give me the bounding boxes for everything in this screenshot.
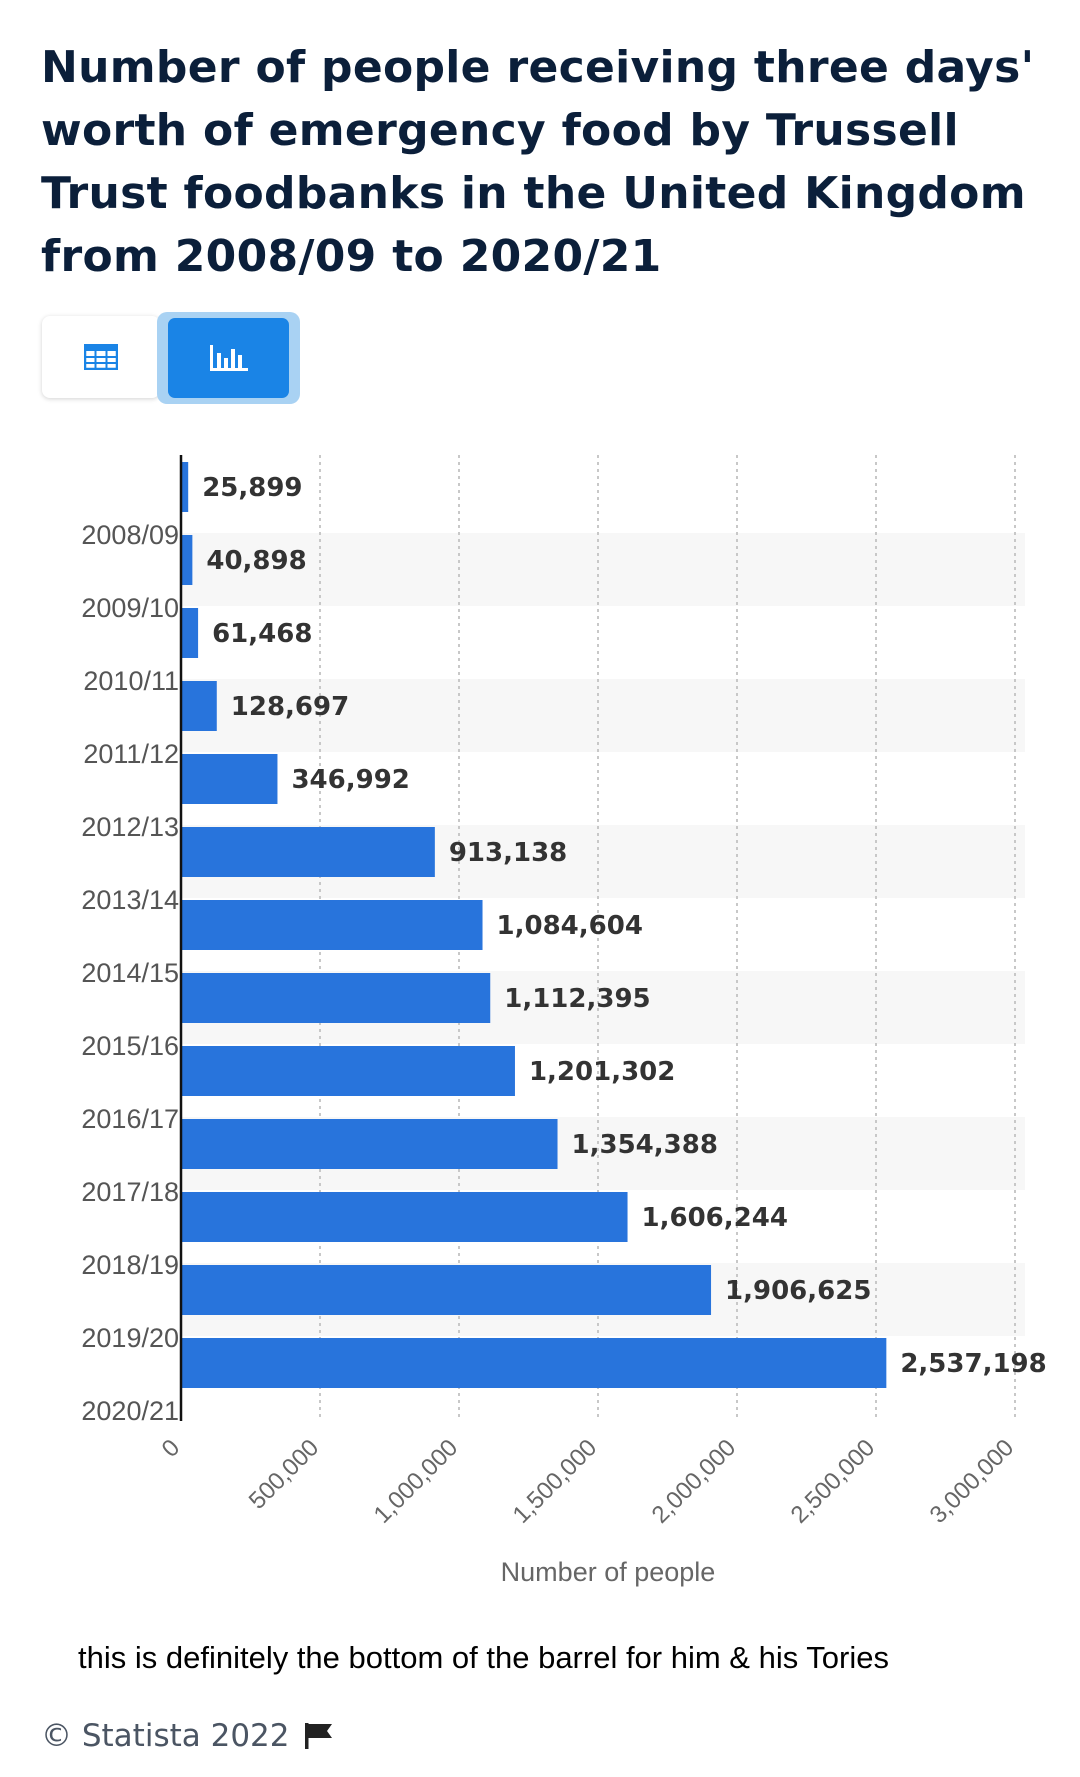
category-label: 2015/16 (81, 1031, 179, 1061)
x-tick-label: 2,500,000 (786, 1434, 881, 1529)
value-label: 1,354,388 (572, 1130, 718, 1160)
category-label: 2016/17 (81, 1104, 179, 1134)
x-tick-label: 500,000 (244, 1434, 324, 1514)
bar[interactable] (181, 754, 278, 804)
view-toggle (42, 312, 300, 404)
value-label: 1,906,625 (725, 1276, 871, 1306)
value-label: 1,606,244 (642, 1203, 788, 1233)
bar[interactable] (181, 608, 199, 658)
category-label: 2012/13 (81, 812, 179, 842)
chart-view-button[interactable] (157, 312, 300, 404)
value-label: 1,201,302 (529, 1057, 675, 1087)
value-label: 1,084,604 (497, 911, 643, 941)
table-icon (84, 344, 118, 370)
value-label: 2,537,198 (900, 1349, 1046, 1379)
bar[interactable] (181, 1046, 515, 1096)
footer: © Statista 2022 (41, 1718, 334, 1754)
value-label: 913,138 (449, 838, 567, 868)
bar[interactable] (181, 900, 483, 950)
chart-view-button-active (168, 318, 289, 398)
category-label: 2009/10 (81, 593, 179, 623)
category-label: 2018/19 (81, 1250, 179, 1280)
bar[interactable] (181, 1192, 628, 1242)
caption: this is definitely the bottom of the bar… (78, 1640, 889, 1675)
flag-icon[interactable] (304, 1722, 334, 1750)
bar[interactable] (181, 973, 491, 1023)
x-axis-title: Number of people (501, 1557, 716, 1587)
category-label: 2019/20 (81, 1323, 179, 1353)
bar[interactable] (181, 535, 193, 585)
x-tick-labels: 0 500,000 1,000,000 1,500,000 2,000,000 2,500… (157, 1434, 1020, 1529)
bar[interactable] (181, 827, 435, 877)
category-label: 2013/14 (81, 885, 179, 915)
x-tick-label: 3,000,000 (925, 1434, 1020, 1529)
bar[interactable] (181, 462, 189, 512)
value-label: 346,992 (291, 765, 409, 795)
category-label: 2011/12 (83, 739, 179, 769)
x-tick-label: 2,000,000 (647, 1434, 742, 1529)
category-label: 2020/21 (81, 1396, 179, 1426)
x-tick-label: 0 (157, 1434, 186, 1463)
value-label: 128,697 (231, 692, 349, 722)
category-label: 2008/09 (81, 520, 179, 550)
bar[interactable] (181, 681, 217, 731)
row-band (181, 533, 1025, 606)
bar-chart: 25,899 40,898 61,468 128,697 346,992 913,138 1… (81, 455, 1047, 1587)
bar[interactable] (181, 1265, 712, 1315)
bar[interactable] (181, 1119, 558, 1169)
category-label: 2010/11 (83, 666, 179, 696)
category-label: 2014/15 (81, 958, 179, 988)
table-view-button[interactable] (42, 316, 160, 398)
bar[interactable] (181, 1338, 887, 1388)
bars (181, 462, 887, 1388)
copyright-text: © Statista 2022 (41, 1718, 290, 1754)
bar-chart-icon (209, 345, 248, 371)
chart-title: Number of people receiving three days' w… (41, 42, 1035, 282)
x-tick-label: 1,000,000 (369, 1434, 464, 1529)
value-label: 25,899 (202, 473, 302, 503)
category-label: 2017/18 (81, 1177, 179, 1207)
value-label: 61,468 (212, 619, 312, 649)
category-labels: 2008/09 2009/10 2010/11 2011/12 2012/13 2013/… (81, 520, 179, 1426)
row-band (181, 679, 1025, 752)
x-tick-label: 1,500,000 (508, 1434, 603, 1529)
value-labels: 25,899 40,898 61,468 128,697 346,992 913,138 1… (202, 473, 1047, 1379)
value-label: 40,898 (206, 546, 306, 576)
value-label: 1,112,395 (504, 984, 650, 1014)
